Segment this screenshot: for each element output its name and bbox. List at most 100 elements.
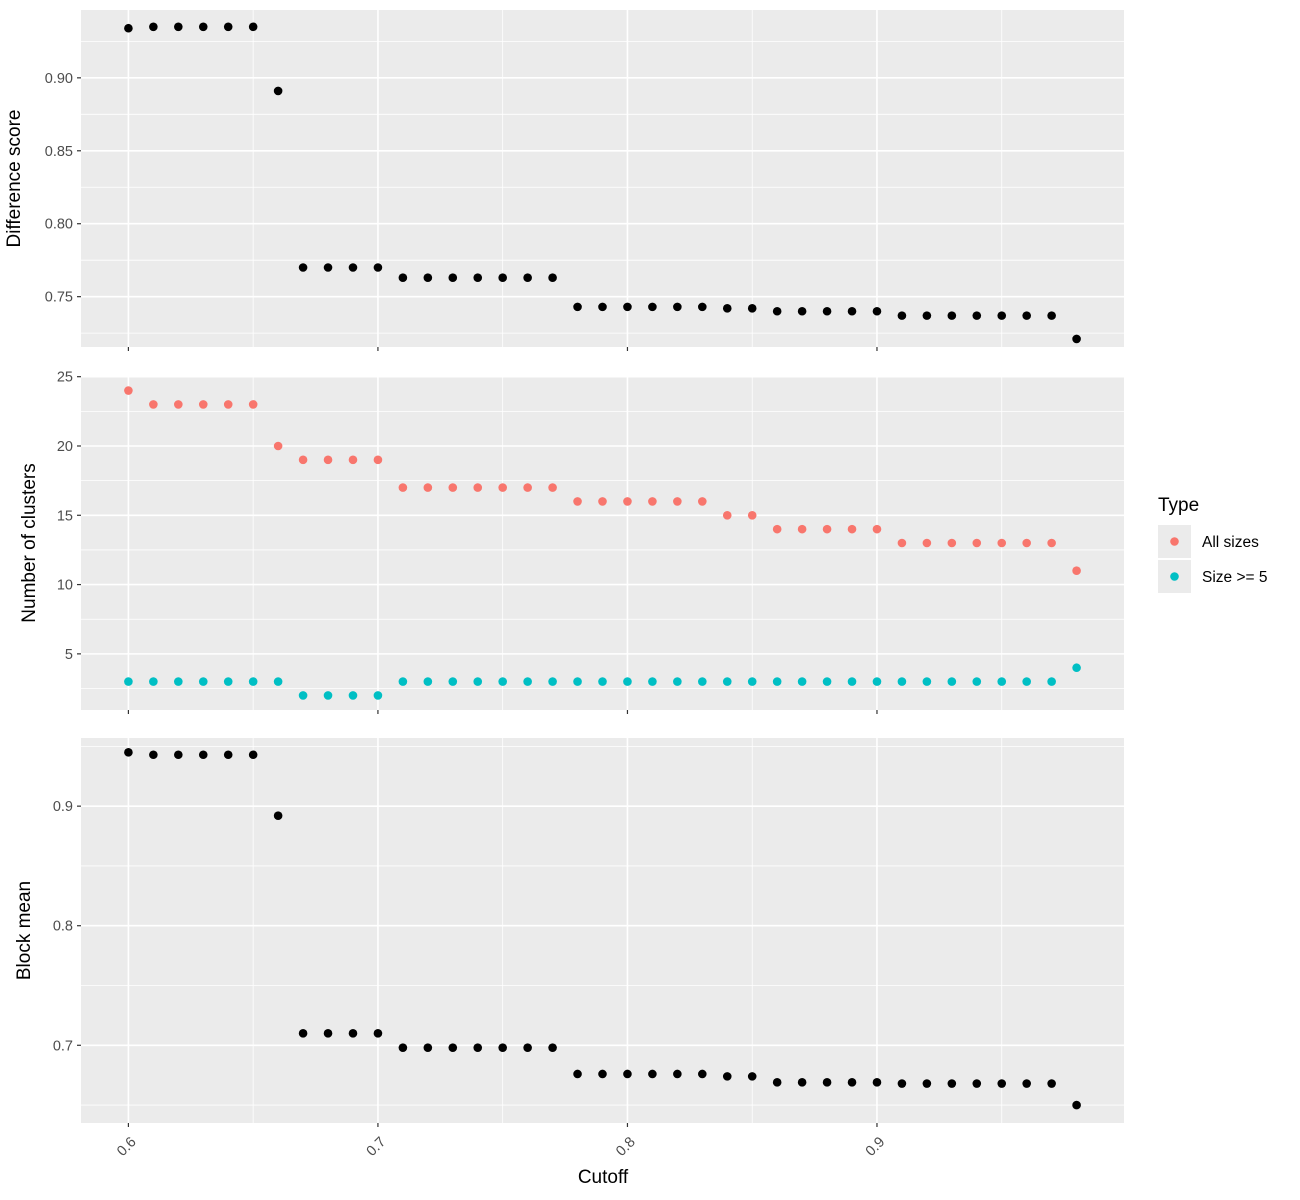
point-difference-score-series bbox=[298, 263, 308, 272]
point-number-of-clusters-all-sizes bbox=[598, 497, 607, 506]
point-number-of-clusters-all-sizes bbox=[972, 538, 982, 548]
point-block-mean-series bbox=[698, 1069, 707, 1079]
point-number-of-clusters-all-sizes bbox=[922, 538, 932, 548]
point-number-of-clusters-all-sizes bbox=[872, 524, 882, 534]
point-difference-score-series bbox=[623, 302, 632, 312]
point-difference-score-series bbox=[872, 306, 882, 316]
panel-number-of-clusters-y-axis-title: Number of clusters bbox=[19, 463, 40, 622]
point-number-of-clusters-all-sizes bbox=[473, 483, 483, 492]
x-tick-label: 0.6 bbox=[114, 1134, 140, 1160]
point-block-mean-series bbox=[323, 1029, 333, 1038]
point-number-of-clusters-all-sizes bbox=[248, 400, 258, 409]
point-difference-score-series bbox=[174, 22, 183, 32]
point-difference-score-series bbox=[747, 304, 757, 313]
point-number-of-clusters-all-sizes bbox=[448, 483, 458, 492]
panel-number-of-clusters-y-tick-label: 25 bbox=[57, 370, 73, 386]
point-number-of-clusters-size-5 bbox=[623, 677, 632, 686]
point-number-of-clusters-size-5 bbox=[498, 677, 507, 686]
panel-difference-score-y-tick-label: 0.85 bbox=[45, 144, 73, 160]
point-difference-score-series bbox=[1072, 334, 1081, 344]
legend-dot-size-ge-5 bbox=[1170, 572, 1179, 581]
panel-block-mean-background bbox=[81, 738, 1124, 1123]
point-difference-score-series bbox=[398, 273, 408, 283]
point-number-of-clusters-size-5 bbox=[648, 677, 657, 686]
point-number-of-clusters-size-5 bbox=[348, 691, 358, 700]
legend-label-size-ge-5: Size >= 5 bbox=[1202, 569, 1268, 586]
point-number-of-clusters-all-sizes bbox=[398, 483, 408, 492]
point-difference-score-series bbox=[598, 302, 607, 312]
point-number-of-clusters-all-sizes bbox=[772, 524, 782, 534]
panel-difference-score-y-tick-label: 0.75 bbox=[45, 290, 73, 306]
point-difference-score-series bbox=[124, 23, 133, 33]
point-difference-score-series bbox=[698, 302, 707, 312]
point-block-mean-series bbox=[722, 1072, 732, 1081]
point-block-mean-series bbox=[223, 750, 233, 760]
point-number-of-clusters-all-sizes bbox=[1047, 538, 1056, 548]
point-difference-score-series bbox=[1022, 311, 1031, 320]
point-block-mean-series bbox=[1022, 1079, 1031, 1088]
point-block-mean-series bbox=[398, 1043, 408, 1052]
point-block-mean-series bbox=[498, 1043, 507, 1052]
point-block-mean-series bbox=[897, 1079, 907, 1088]
point-block-mean-series bbox=[174, 750, 183, 760]
point-number-of-clusters-size-5 bbox=[897, 677, 907, 686]
point-number-of-clusters-size-5 bbox=[473, 677, 483, 686]
point-number-of-clusters-all-sizes bbox=[648, 497, 657, 506]
point-number-of-clusters-all-sizes bbox=[673, 497, 682, 506]
panel-block-mean-y-axis-title: Block mean bbox=[14, 881, 35, 980]
point-block-mean-series bbox=[548, 1043, 557, 1052]
panel-number-of-clusters-y-tick-label: 15 bbox=[57, 508, 73, 524]
panel-number-of-clusters-background bbox=[81, 376, 1124, 710]
point-difference-score-series bbox=[997, 311, 1007, 320]
point-number-of-clusters-size-5 bbox=[822, 677, 832, 686]
point-number-of-clusters-size-5 bbox=[223, 677, 233, 686]
point-block-mean-series bbox=[149, 750, 158, 760]
point-block-mean-series bbox=[797, 1078, 807, 1087]
point-difference-score-series bbox=[1047, 311, 1056, 320]
point-block-mean-series bbox=[847, 1078, 857, 1087]
point-block-mean-series bbox=[623, 1069, 632, 1079]
point-number-of-clusters-all-sizes bbox=[797, 524, 807, 534]
x-tick-label: 0.9 bbox=[863, 1134, 889, 1160]
marks-layer bbox=[124, 22, 1081, 1110]
point-block-mean-series bbox=[523, 1043, 532, 1052]
point-difference-score-series bbox=[223, 22, 233, 32]
point-number-of-clusters-all-sizes bbox=[174, 400, 183, 409]
point-difference-score-series bbox=[498, 273, 507, 283]
legend: Type All sizes Size >= 5 bbox=[1158, 495, 1268, 593]
point-number-of-clusters-size-5 bbox=[174, 677, 183, 686]
point-number-of-clusters-all-sizes bbox=[997, 538, 1007, 548]
point-number-of-clusters-all-sizes bbox=[1022, 538, 1031, 548]
point-number-of-clusters-size-5 bbox=[198, 677, 208, 686]
point-number-of-clusters-size-5 bbox=[398, 677, 408, 686]
point-number-of-clusters-all-sizes bbox=[573, 497, 582, 506]
point-number-of-clusters-size-5 bbox=[972, 677, 982, 686]
point-difference-score-series bbox=[423, 273, 433, 283]
point-difference-score-series bbox=[897, 311, 907, 320]
point-block-mean-series bbox=[423, 1043, 433, 1052]
point-block-mean-series bbox=[972, 1079, 982, 1088]
point-number-of-clusters-size-5 bbox=[323, 691, 333, 700]
point-number-of-clusters-size-5 bbox=[298, 691, 308, 700]
point-difference-score-series bbox=[772, 306, 782, 316]
point-number-of-clusters-all-sizes bbox=[423, 483, 433, 492]
point-difference-score-series bbox=[473, 273, 483, 283]
point-block-mean-series bbox=[747, 1072, 757, 1081]
point-block-mean-series bbox=[997, 1079, 1007, 1088]
point-number-of-clusters-size-5 bbox=[947, 677, 957, 686]
point-number-of-clusters-size-5 bbox=[872, 677, 882, 686]
point-number-of-clusters-all-sizes bbox=[623, 497, 632, 506]
point-block-mean-series bbox=[772, 1078, 782, 1087]
point-block-mean-series bbox=[373, 1029, 383, 1038]
point-number-of-clusters-all-sizes bbox=[523, 483, 532, 492]
x-axis-title: Cutoff bbox=[578, 1167, 629, 1188]
panel-number-of-clusters-y-tick-label: 20 bbox=[57, 439, 73, 455]
point-block-mean-series bbox=[348, 1029, 358, 1038]
point-block-mean-series bbox=[822, 1078, 832, 1087]
panel-block-mean-y-tick-label: 0.9 bbox=[53, 799, 73, 815]
point-number-of-clusters-size-5 bbox=[373, 691, 383, 700]
panels-layer bbox=[81, 10, 1124, 1123]
panel-number-of-clusters-y-tick-label: 5 bbox=[65, 647, 73, 663]
point-difference-score-series bbox=[847, 306, 857, 316]
point-block-mean-series bbox=[298, 1029, 308, 1038]
